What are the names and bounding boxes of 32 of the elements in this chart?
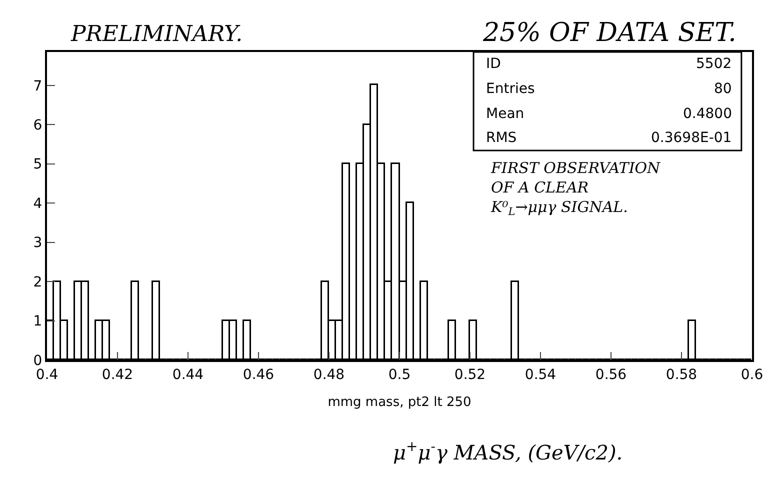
y-tick-label: 4 [33, 196, 42, 212]
chart-title: PRELIMINARY. [70, 22, 243, 47]
x-tick-label: 0.58 [666, 366, 698, 383]
x-tick-label: 0.56 [595, 366, 627, 383]
y-tick-label: 7 [33, 78, 42, 94]
x-tick-label: 0.52 [454, 366, 486, 383]
x-tick-label: 0.42 [102, 366, 134, 383]
x-tick-label: 0.44 [172, 366, 204, 383]
annotation: 0.3698E-01 [651, 130, 732, 146]
annotation: Mean [486, 106, 524, 122]
x-tick-label: 0.4 [36, 366, 58, 383]
y-tick-label: 1 [33, 314, 42, 330]
x-tick-label: 0.54 [524, 366, 556, 383]
annotation: 80 [714, 81, 732, 97]
x-axis-title: mmg mass, pt2 lt 250 [328, 394, 472, 410]
text: μ$^{+}$μ$^{-}$γ MASS, (GeV/c2). [393, 439, 623, 464]
x-tick-label: 0.48 [313, 366, 345, 383]
annotation: ID [486, 56, 501, 72]
y-tick-label: 2 [33, 274, 42, 290]
x-tick-label: 0.6 [740, 366, 764, 383]
y-tick-label: 0 [33, 352, 42, 369]
annotation: 5502 [696, 56, 732, 72]
annotation: FIRST OBSERVATION OF A CLEAR K⁰$_{L}$→μμγ SIGNAL. [490, 159, 662, 218]
y-tick-label: 6 [33, 117, 42, 134]
chart-subtitle: 25% OF DATA SET. [482, 18, 736, 48]
annotation: Entries [486, 81, 535, 97]
y-tick-label: 5 [33, 156, 42, 173]
x-tick-label: 0.46 [242, 366, 274, 383]
x-tick-label: 0.5 [388, 366, 411, 383]
annotation: RMS [486, 130, 517, 146]
y-tick-label: 3 [33, 235, 42, 252]
annotation: 0.4800 [683, 106, 732, 122]
